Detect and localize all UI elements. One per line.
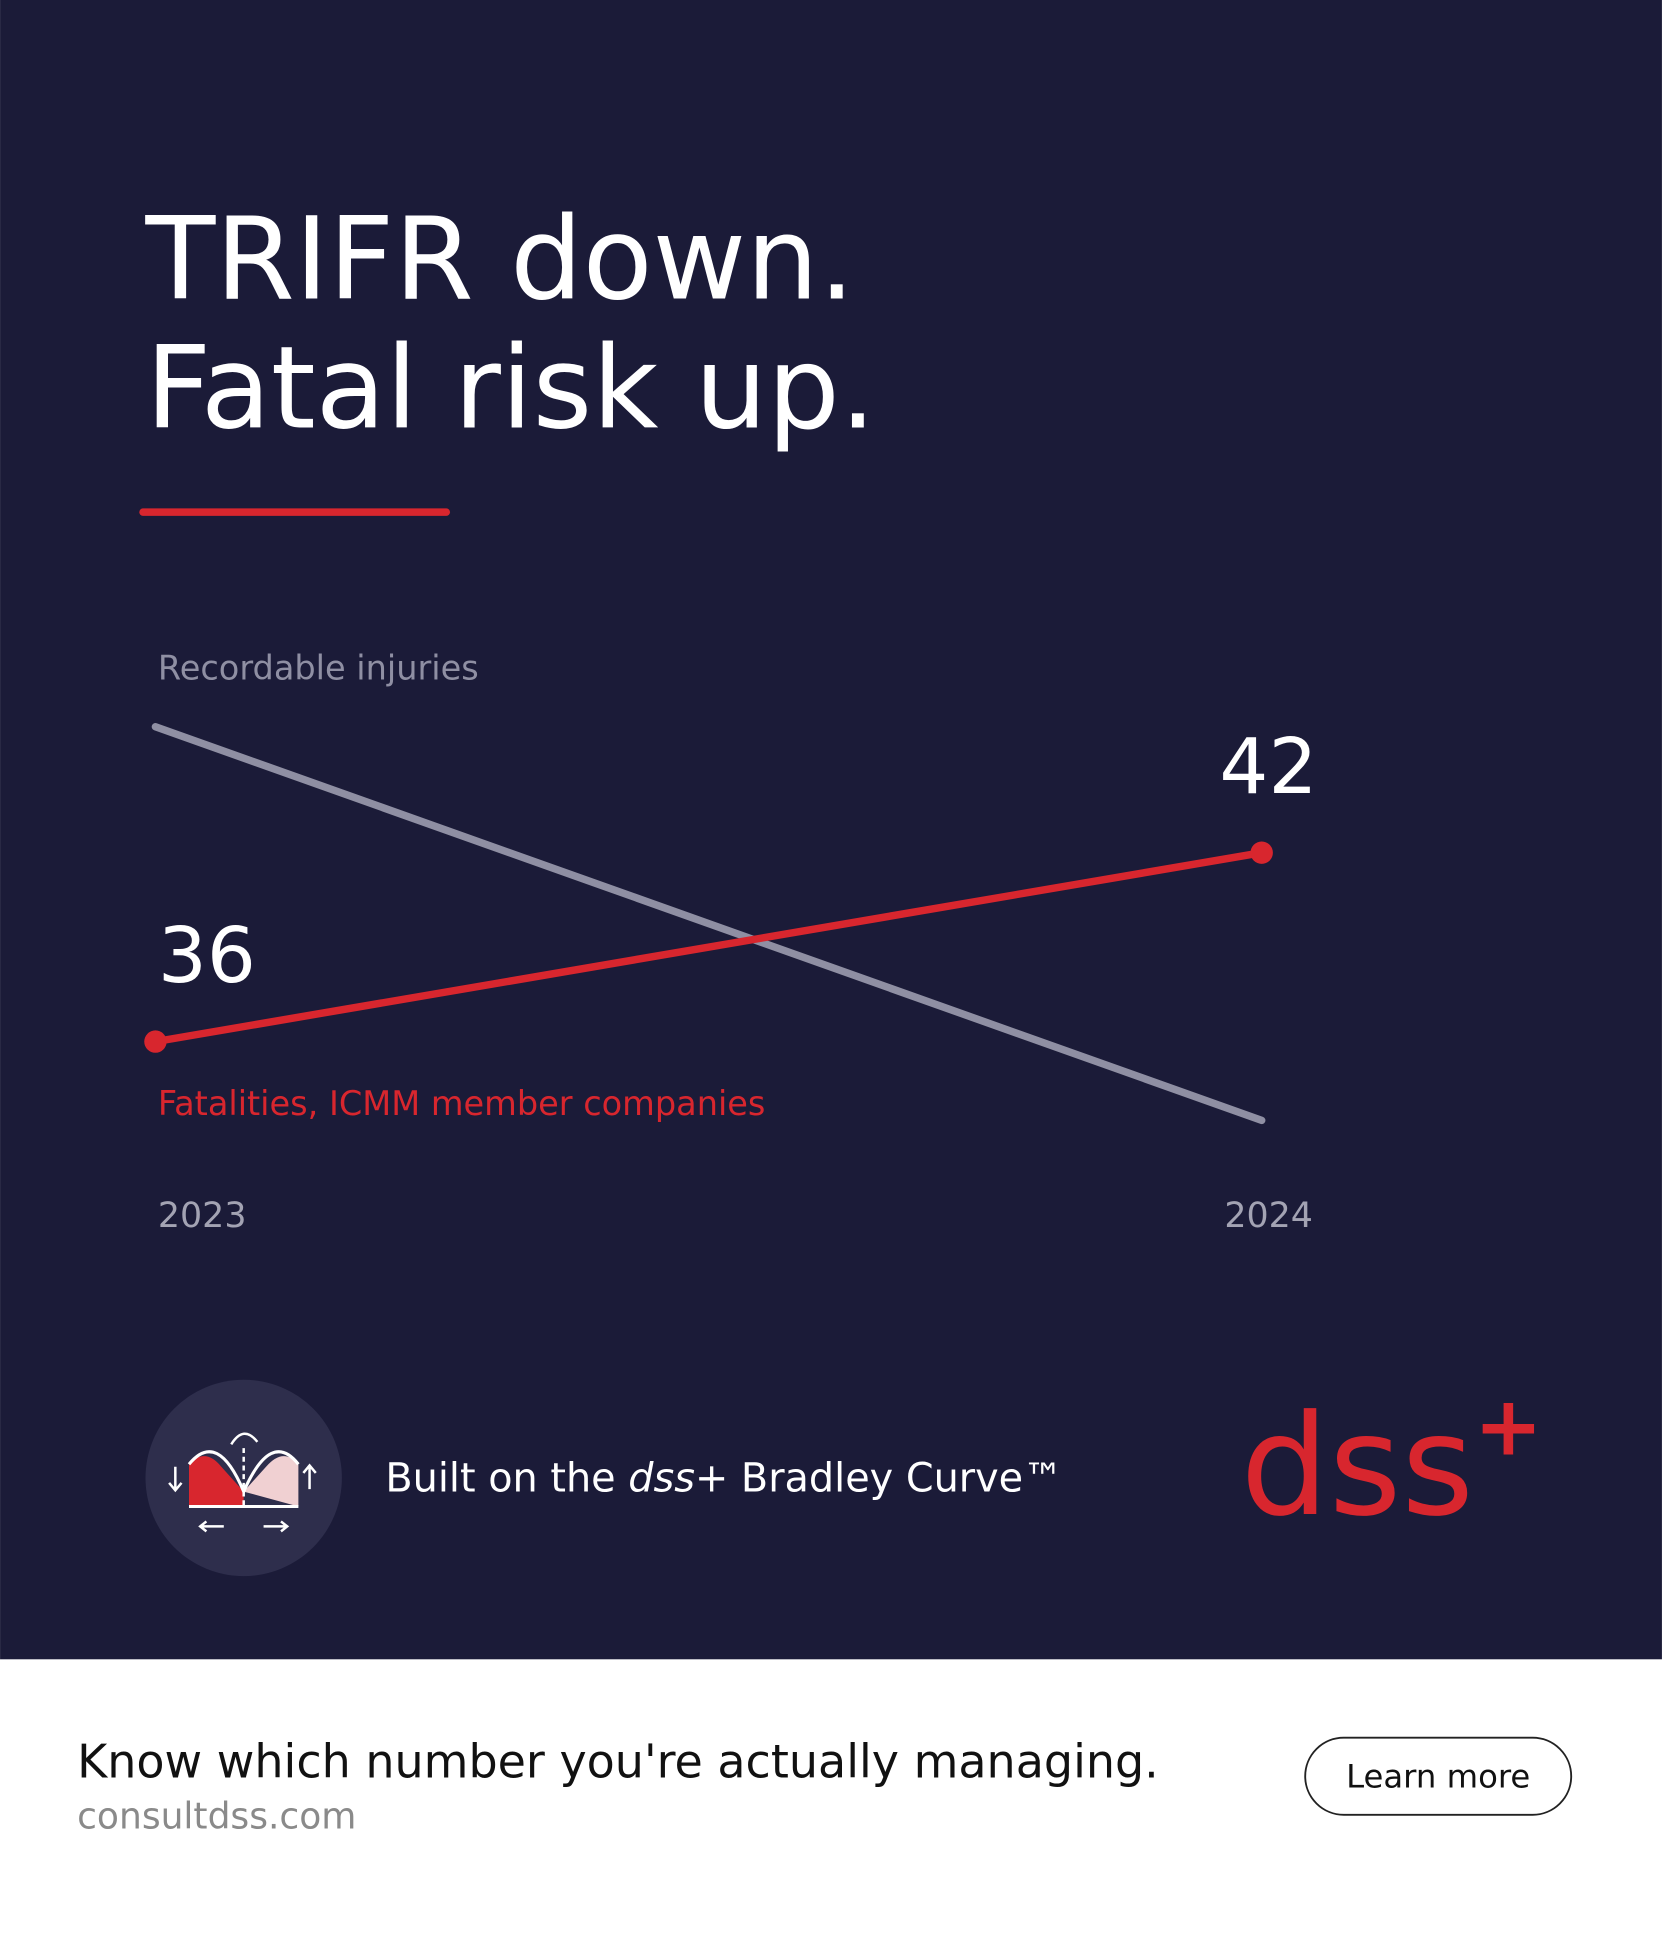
button-label[interactable]: Learn more	[1346, 1757, 1530, 1795]
logo-mark: +	[1474, 1379, 1543, 1474]
value-label: 36	[158, 911, 256, 1001]
logo: dss+	[1241, 1379, 1543, 1547]
series-label: Fatalities, ICMM member companies	[158, 1084, 766, 1123]
tagline: Built on the dss+ Bradley Curve™	[385, 1456, 1063, 1502]
point	[1250, 841, 1273, 864]
learn-more-button[interactable]: Learn more	[1304, 1736, 1573, 1816]
logo-text: dss	[1241, 1385, 1474, 1547]
dark-panel	[0, 0, 1662, 1660]
point	[144, 1030, 167, 1053]
x-tick-label: 2024	[1224, 1196, 1313, 1236]
tagline-text: Built on the	[385, 1456, 628, 1502]
cta-headline: Know which number you're actually managi…	[77, 1734, 1159, 1788]
x-tick-label: 2023	[158, 1196, 247, 1236]
icon	[145, 1379, 342, 1577]
title-line: TRIFR down.	[144, 192, 854, 325]
series-line	[151, 848, 1266, 1046]
button-outline[interactable]	[1304, 1736, 1573, 1816]
tagline-text: Bradley Curve™	[728, 1456, 1063, 1502]
cta-url: consultdss.com	[77, 1796, 356, 1837]
value-label: 42	[1219, 722, 1317, 812]
tagline-brand: dss+	[628, 1456, 728, 1502]
title-line: Fatal risk up.	[145, 322, 876, 455]
series-line	[151, 723, 1266, 1125]
chart: 2023 2024 Recordable injuries Fatalities, I…	[144, 648, 1317, 1236]
series-label: Recordable injuries	[158, 648, 479, 687]
